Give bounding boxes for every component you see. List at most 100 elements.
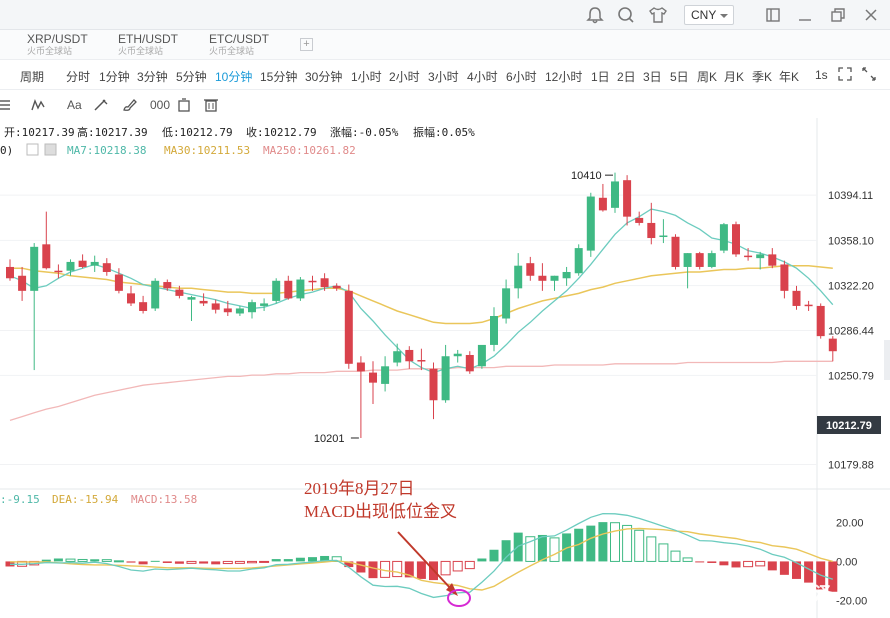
interval-item[interactable]: 1小时 [351, 70, 382, 84]
interval-item[interactable]: 季K [752, 70, 773, 84]
macd-bar [90, 559, 100, 562]
close-indicator-icon[interactable] [44, 143, 57, 156]
candle-body [635, 217, 644, 223]
candle-body [6, 266, 14, 279]
interval-item[interactable]: 1分钟 [99, 70, 130, 84]
info-change: 涨幅:-0.05% [330, 126, 399, 139]
candle-body [320, 278, 329, 288]
macd-bar [804, 561, 814, 583]
annotation-arrow [397, 531, 453, 591]
candle-body [199, 300, 208, 304]
tshirt-icon[interactable] [648, 5, 668, 25]
macd-tick-label: 20.00 [836, 518, 864, 530]
macd-bar [755, 560, 766, 567]
pair-source: 火币全球站 [27, 46, 73, 56]
minimize-icon[interactable] [795, 5, 815, 25]
macd-bar [622, 524, 633, 562]
draw-line-icon[interactable] [93, 98, 109, 112]
price-tick-label: 10394.11 [828, 190, 873, 202]
currency-select[interactable]: CNY [684, 5, 734, 25]
candle-body [598, 197, 607, 211]
candlestick-chart[interactable]: 开:10217.39 高:10217.39 低:10212.79 收:10212… [0, 118, 890, 618]
font-icon[interactable]: Aa [67, 98, 82, 112]
trash-icon[interactable] [203, 98, 219, 112]
price-tick-label: 10358.10 [828, 235, 874, 247]
popout-icon[interactable] [763, 5, 783, 25]
pair-name: ETC/USDT [209, 32, 269, 46]
interval-item[interactable]: 1日 [591, 70, 610, 84]
brush-icon[interactable] [122, 98, 138, 112]
info-open: 开:10217.39 [4, 126, 75, 139]
wave-icon[interactable] [31, 98, 47, 112]
annotation-date: 2019年8月27日 [304, 479, 415, 498]
interval-item[interactable]: 年K [779, 70, 800, 84]
interval-item[interactable]: 5日 [670, 70, 689, 84]
interval-item[interactable]: 2日 [617, 70, 636, 84]
dea-value: DEA:-15.94 [52, 493, 119, 506]
indicator-icon[interactable] [0, 98, 16, 112]
watermark: 加密可泽 [734, 583, 832, 604]
macd-bar [368, 561, 378, 579]
close-icon[interactable] [861, 5, 881, 25]
interval-bar: 周期 分时 1分钟 3分钟 5分钟 10分钟 15分钟 30分钟 1小时 2小时… [0, 60, 890, 90]
interval-item[interactable]: 3小时 [428, 70, 459, 84]
interval-item[interactable]: 30分钟 [305, 70, 343, 84]
pair-tab-etc[interactable]: ETC/USDT 火币全球站 [209, 32, 269, 58]
candle-body [441, 356, 450, 401]
period-label[interactable]: 周期 [20, 70, 45, 84]
macd-bar [101, 559, 112, 562]
interval-item[interactable]: 6小时 [506, 70, 537, 84]
macd-bar [126, 561, 136, 563]
restore-icon[interactable] [828, 5, 848, 25]
interval-item[interactable]: 4小时 [467, 70, 498, 84]
macd-bar [416, 561, 426, 579]
info-amplitude: 振幅:0.05% [413, 125, 475, 139]
macd-bar [77, 558, 88, 562]
ma30-value: MA30:10211.53 [164, 144, 250, 157]
interval-item[interactable]: 3日 [643, 70, 662, 84]
currency-value: CNY [691, 8, 717, 22]
interval-item[interactable]: 15分钟 [260, 70, 298, 84]
candle-body [804, 304, 813, 307]
candle-body [671, 236, 680, 267]
macd-bar [452, 560, 463, 572]
candle-body [332, 285, 341, 289]
search-icon[interactable] [616, 5, 636, 25]
side-handle[interactable] [884, 340, 890, 380]
settings-icon[interactable] [26, 143, 39, 156]
candle-body [90, 261, 99, 266]
add-tab-button[interactable]: + [300, 38, 313, 51]
candle-body [260, 303, 269, 306]
macd-bar [356, 561, 366, 573]
watermark-logo-icon [734, 583, 752, 601]
watermark-text: 加密可泽 [759, 583, 832, 604]
interval-item-active[interactable]: 10分钟 [215, 70, 253, 84]
macd-bar [211, 561, 221, 565]
expand-icon[interactable] [862, 67, 876, 81]
bell-icon[interactable] [585, 5, 605, 25]
interval-item[interactable]: 2小时 [389, 70, 420, 84]
interval-item[interactable]: 3分钟 [137, 70, 168, 84]
fullscreen-icon[interactable] [838, 67, 852, 81]
interval-item[interactable]: 12小时 [545, 70, 583, 84]
interval-item[interactable]: 1s [815, 68, 828, 82]
interval-item[interactable]: 分时 [66, 70, 91, 84]
copy-icon[interactable] [177, 98, 193, 112]
interval-item[interactable]: 5分钟 [176, 70, 207, 84]
macd-bar [162, 561, 172, 563]
interval-item[interactable]: 周K [697, 70, 718, 84]
candle-body [78, 260, 87, 267]
candle-body [429, 368, 438, 401]
pair-tab-eth[interactable]: ETH/USDT 火币全球站 [118, 32, 178, 58]
candle-body [538, 275, 547, 281]
macd-bar [719, 561, 729, 566]
macd-bar [222, 560, 233, 565]
candle-body [405, 349, 414, 362]
candle-body [719, 224, 728, 251]
link-icon[interactable]: 000 [150, 98, 171, 112]
interval-item[interactable]: 月K [724, 70, 745, 84]
pair-tab-xrp[interactable]: XRP/USDT 火币全球站 [27, 32, 88, 58]
macd-bar [586, 525, 596, 562]
candle-body [18, 275, 27, 291]
ma-period: 0) [0, 144, 13, 157]
